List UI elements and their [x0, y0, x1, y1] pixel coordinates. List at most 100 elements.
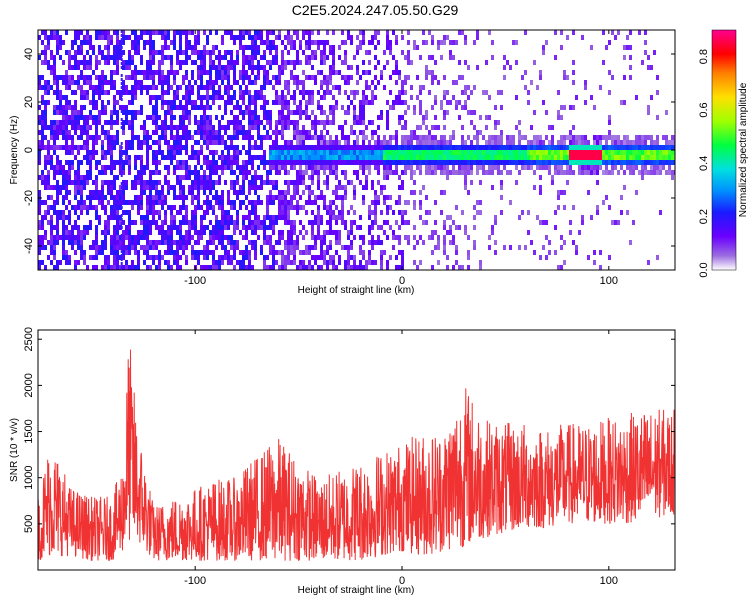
spectrogram-cell: [191, 145, 194, 150]
spectrogram-cell: [41, 140, 44, 145]
spectrogram-cell: [233, 75, 236, 80]
spectrogram-cell: [410, 155, 413, 160]
spectrogram-cell: [113, 160, 116, 165]
spectrogram-cell: [329, 215, 332, 220]
spectrogram-cell: [38, 145, 41, 150]
spectrogram-cell: [278, 265, 281, 270]
spectrogram-cell: [407, 240, 410, 245]
spectrogram-cell: [269, 125, 272, 130]
spectrogram-cell: [101, 35, 104, 40]
spectrogram-cell: [356, 140, 359, 145]
spectrogram-cell: [464, 155, 467, 160]
spectrogram-cell: [95, 75, 98, 80]
spectrogram-cell: [323, 50, 326, 55]
spectrogram-cell: [644, 145, 647, 150]
spectrogram-cell: [95, 65, 98, 70]
spectrogram-cell: [158, 140, 161, 145]
spectrogram-cell: [83, 185, 86, 190]
spectrogram-cell: [83, 235, 86, 240]
spectrogram-cell: [242, 185, 245, 190]
spectrogram-cell: [173, 250, 176, 255]
spectrogram-cell: [230, 235, 233, 240]
spectrogram-cell: [491, 140, 494, 145]
spectrogram-cell: [77, 150, 80, 155]
spectrogram-cell: [95, 105, 98, 110]
spectrogram-cell: [275, 140, 278, 145]
spectrogram-cell: [120, 126, 123, 129]
spectrogram-cell: [374, 95, 377, 100]
spectrogram-cell: [566, 35, 569, 40]
spectrogram-cell: [575, 140, 578, 145]
spectrogram-cell: [170, 225, 173, 230]
spectrogram-cell: [200, 65, 203, 70]
spectrogram-cell: [146, 115, 149, 120]
spectrogram-cell: [173, 150, 176, 155]
spectrogram-cell: [395, 140, 398, 145]
spectrogram-cell: [65, 100, 68, 105]
spectrogram-cell: [578, 165, 581, 170]
spectrogram-cell: [107, 220, 110, 225]
spectrogram-cell: [308, 175, 311, 180]
spectrogram-cell: [257, 195, 260, 200]
spectrogram-cell: [491, 155, 494, 160]
spectrogram-cell: [638, 170, 641, 175]
spectrogram-cell: [158, 240, 161, 245]
spectrogram-cell: [236, 60, 239, 65]
spectrogram-cell: [272, 55, 275, 60]
spectrogram-cell: [200, 105, 203, 110]
spectrogram-cell: [56, 105, 59, 110]
spectrogram-cell: [242, 220, 245, 225]
spectrogram-cell: [251, 70, 254, 75]
spectrogram-cell: [44, 80, 47, 85]
spectrogram-cell: [215, 230, 218, 235]
spectrogram-cell: [356, 135, 359, 140]
spectrogram-cell: [110, 210, 113, 215]
spectrogram-cell: [120, 30, 123, 33]
spectrogram-cell: [434, 115, 437, 120]
spectrogram-cell: [305, 60, 308, 65]
spectrogram-cell: [314, 160, 317, 165]
spectrogram-cell: [626, 135, 629, 140]
spectrogram-cell: [401, 160, 404, 165]
spectrogram-cell: [266, 75, 269, 80]
spectrogram-cell: [266, 60, 269, 65]
spectrogram-cell: [200, 100, 203, 105]
spectrogram-cell: [419, 160, 422, 165]
spectrogram-cell: [605, 145, 608, 150]
spectrogram-cell: [38, 105, 41, 110]
spectrogram-cell: [77, 125, 80, 130]
spectrogram-cell: [332, 30, 335, 35]
spectrogram-cell: [401, 135, 404, 140]
spectrogram-cell: [422, 185, 425, 190]
spectrogram-cell: [407, 40, 410, 45]
spectrogram-cell: [209, 170, 212, 175]
spectrogram-cell: [107, 100, 110, 105]
spectrogram-cell: [149, 200, 152, 205]
spectrogram-cell: [200, 125, 203, 130]
spectrogram-cell: [143, 135, 146, 140]
spectrogram-cell: [83, 225, 86, 230]
spectrogram-cell: [251, 60, 254, 65]
spectrogram-cell: [326, 90, 329, 95]
spectrogram-cell: [248, 185, 251, 190]
spectrogram-cell: [236, 260, 239, 265]
spectrogram-cell: [95, 190, 98, 195]
spectrogram-cell: [200, 55, 203, 60]
spectrogram-cell: [182, 235, 185, 240]
spectrogram-cell: [125, 60, 128, 65]
spectrogram-cell: [428, 30, 431, 35]
spectrogram-cell: [272, 145, 275, 150]
spectrogram-cell: [116, 90, 119, 95]
spectrogram-cell: [419, 110, 422, 115]
spectrogram-cell: [77, 120, 80, 125]
spectrogram-cell: [104, 225, 107, 230]
spectrogram-cell: [449, 135, 452, 140]
spectrogram-cell: [95, 60, 98, 65]
spectrogram-cell: [149, 240, 152, 245]
spectrogram-cell: [332, 95, 335, 100]
spectrogram-cell: [407, 155, 410, 160]
spectrogram-cell: [236, 50, 239, 55]
spectrogram-cell: [485, 150, 488, 155]
spectrogram-cell: [284, 120, 287, 125]
spectrogram-cell: [440, 140, 443, 145]
